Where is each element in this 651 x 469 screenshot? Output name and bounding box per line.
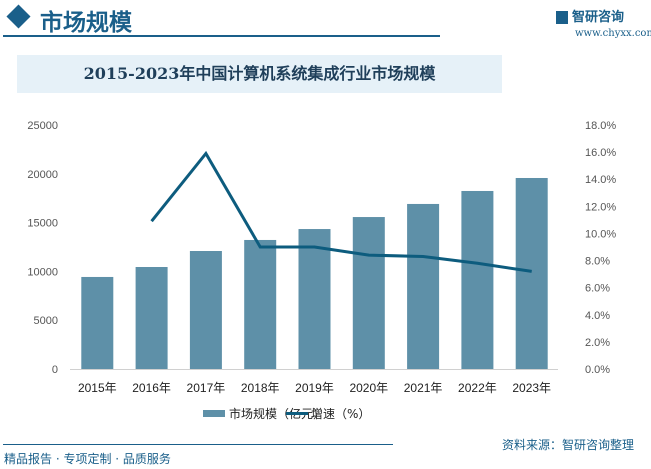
logo-text: 智研咨询	[572, 10, 625, 25]
y-right-tick-label: 2.0%	[585, 337, 610, 349]
legend-bar-swatch	[203, 410, 225, 417]
bar	[135, 267, 168, 369]
legend-line-swatch	[286, 412, 308, 415]
y-right-tick-label: 10.0%	[585, 228, 616, 240]
y-right-tick-label: 0.0%	[585, 364, 610, 376]
title-band	[17, 55, 502, 93]
x-tick-label: 2018年	[241, 381, 280, 395]
bar	[298, 229, 331, 369]
section-title: 市场规模	[40, 10, 132, 36]
header-divider	[3, 35, 440, 37]
legend-line-label: 增速（%）	[311, 407, 371, 421]
y-left-tick-label: 20000	[27, 169, 58, 181]
bar	[244, 239, 277, 369]
x-tick-label: 2022年	[458, 381, 497, 395]
chart-title: 2015-2023年中国计算机系统集成行业市场规模	[83, 64, 436, 83]
x-tick-label: 2016年	[132, 381, 171, 395]
growth-line	[150, 150, 532, 273]
y-left-tick-label: 0	[52, 364, 58, 376]
x-tick-label: 2020年	[349, 381, 388, 395]
y-left-tick-label: 15000	[27, 218, 58, 230]
y-right-tick-label: 12.0%	[585, 201, 616, 213]
bar	[461, 190, 494, 369]
bar	[515, 177, 548, 369]
bar	[352, 217, 385, 369]
bar	[407, 203, 440, 369]
x-tick-label: 2019年	[295, 381, 334, 395]
y-right-tick-label: 6.0%	[585, 283, 610, 295]
source-note: 资料来源：智研咨询整理	[502, 438, 635, 452]
site-url: www.chyxx.com	[575, 28, 651, 39]
y-left-tick-label: 10000	[27, 266, 58, 278]
x-tick-label: 2017年	[187, 381, 226, 395]
y-right-tick-label: 8.0%	[585, 256, 610, 268]
footer-divider	[3, 444, 393, 445]
x-tick-label: 2015年	[78, 381, 117, 395]
y-left-tick-label: 25000	[27, 120, 58, 132]
y-right-tick-label: 14.0%	[585, 174, 616, 186]
x-tick-label: 2021年	[404, 381, 443, 395]
y-right-tick-label: 4.0%	[585, 310, 610, 322]
x-tick-label: 2023年	[512, 381, 551, 395]
bar	[81, 276, 114, 369]
bar	[189, 251, 222, 369]
y-right-tick-label: 16.0%	[585, 147, 616, 159]
legend-bar-label: 市场规模（亿元）	[229, 407, 326, 421]
brand-logo: 智研咨询	[556, 6, 624, 25]
y-right-tick-label: 18.0%	[585, 120, 616, 132]
y-left-tick-label: 5000	[34, 315, 58, 327]
footer-slogan: 精品报告 · 专项定制 · 品质服务	[4, 452, 171, 466]
logo-icon	[556, 11, 568, 24]
